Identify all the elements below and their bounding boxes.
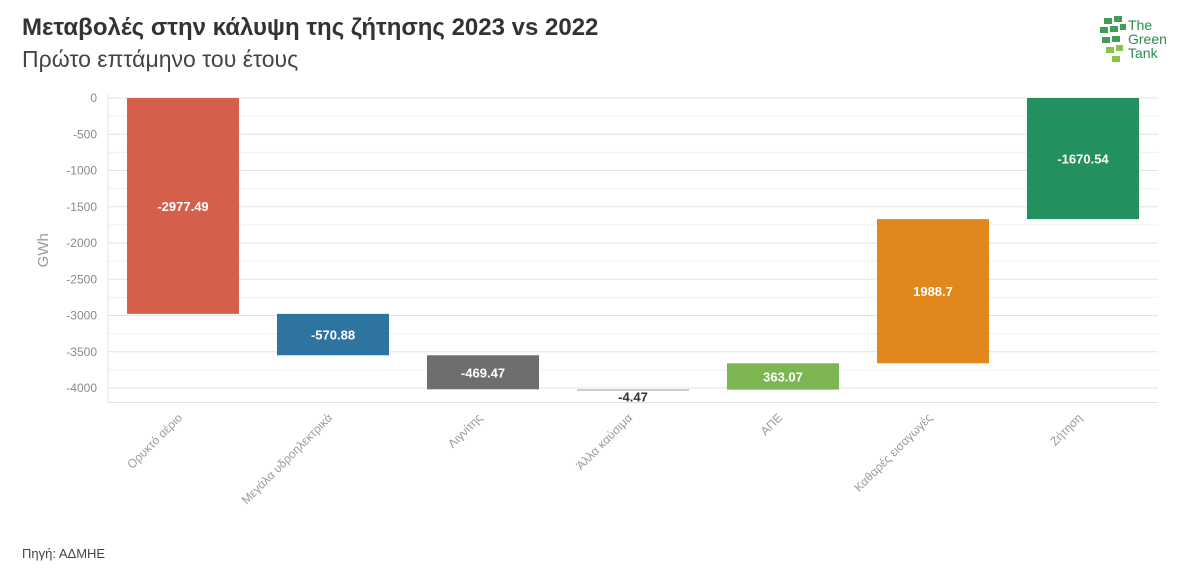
- bar-res: [727, 363, 839, 390]
- logo-text: The Green Tank: [1128, 17, 1167, 61]
- x-tick-label: Λιγνίτης: [445, 411, 485, 451]
- x-tick-label: ΑΠΕ: [758, 411, 785, 438]
- chart-subtitle: Πρώτο επτάμηνο του έτους: [22, 46, 299, 72]
- data-label: -570.88: [311, 328, 355, 343]
- data-label: 1988.7: [913, 284, 953, 299]
- y-tick-label: -2500: [66, 272, 97, 286]
- y-tick-label: -3000: [66, 309, 97, 323]
- data-label: -2977.49: [157, 199, 208, 214]
- bar-imports: [877, 219, 989, 364]
- x-tick-label: Καθαρές εισαγωγές: [851, 411, 935, 495]
- y-tick-label: -500: [73, 127, 97, 141]
- green-tank-logo-icon: [1100, 16, 1126, 62]
- data-label: -469.47: [461, 365, 505, 380]
- bar-hydro: [277, 313, 389, 356]
- data-label: -4.47: [618, 390, 648, 405]
- bar-other: [577, 389, 689, 391]
- x-tick-label: Μεγάλα υδροηλεκτρικά: [239, 411, 335, 507]
- y-tick-label: 0: [90, 91, 97, 105]
- bar-gas: [127, 98, 239, 314]
- bar-lignite: [427, 355, 539, 390]
- x-tick-label: Ζήτηση: [1047, 411, 1085, 449]
- y-tick-label: -1500: [66, 200, 97, 214]
- chart-title: Μεταβολές στην κάλυψη της ζήτησης 2023 v…: [22, 14, 599, 41]
- x-tick-label: Άλλα καύσιμα: [573, 411, 635, 473]
- y-axis-label: GWh: [35, 233, 52, 267]
- bar-demand: [1027, 98, 1139, 220]
- x-tick-label: Ορυκτό αέριο: [124, 411, 185, 472]
- y-tick-label: -1000: [66, 164, 97, 178]
- y-tick-label: -2000: [66, 236, 97, 250]
- data-label: -1670.54: [1057, 152, 1109, 167]
- y-tick-label: -4000: [66, 381, 97, 395]
- data-label: 363.07: [763, 369, 803, 384]
- source-note: Πηγή: ΑΔΜΗΕ: [22, 546, 106, 561]
- y-tick-label: -3500: [66, 345, 97, 359]
